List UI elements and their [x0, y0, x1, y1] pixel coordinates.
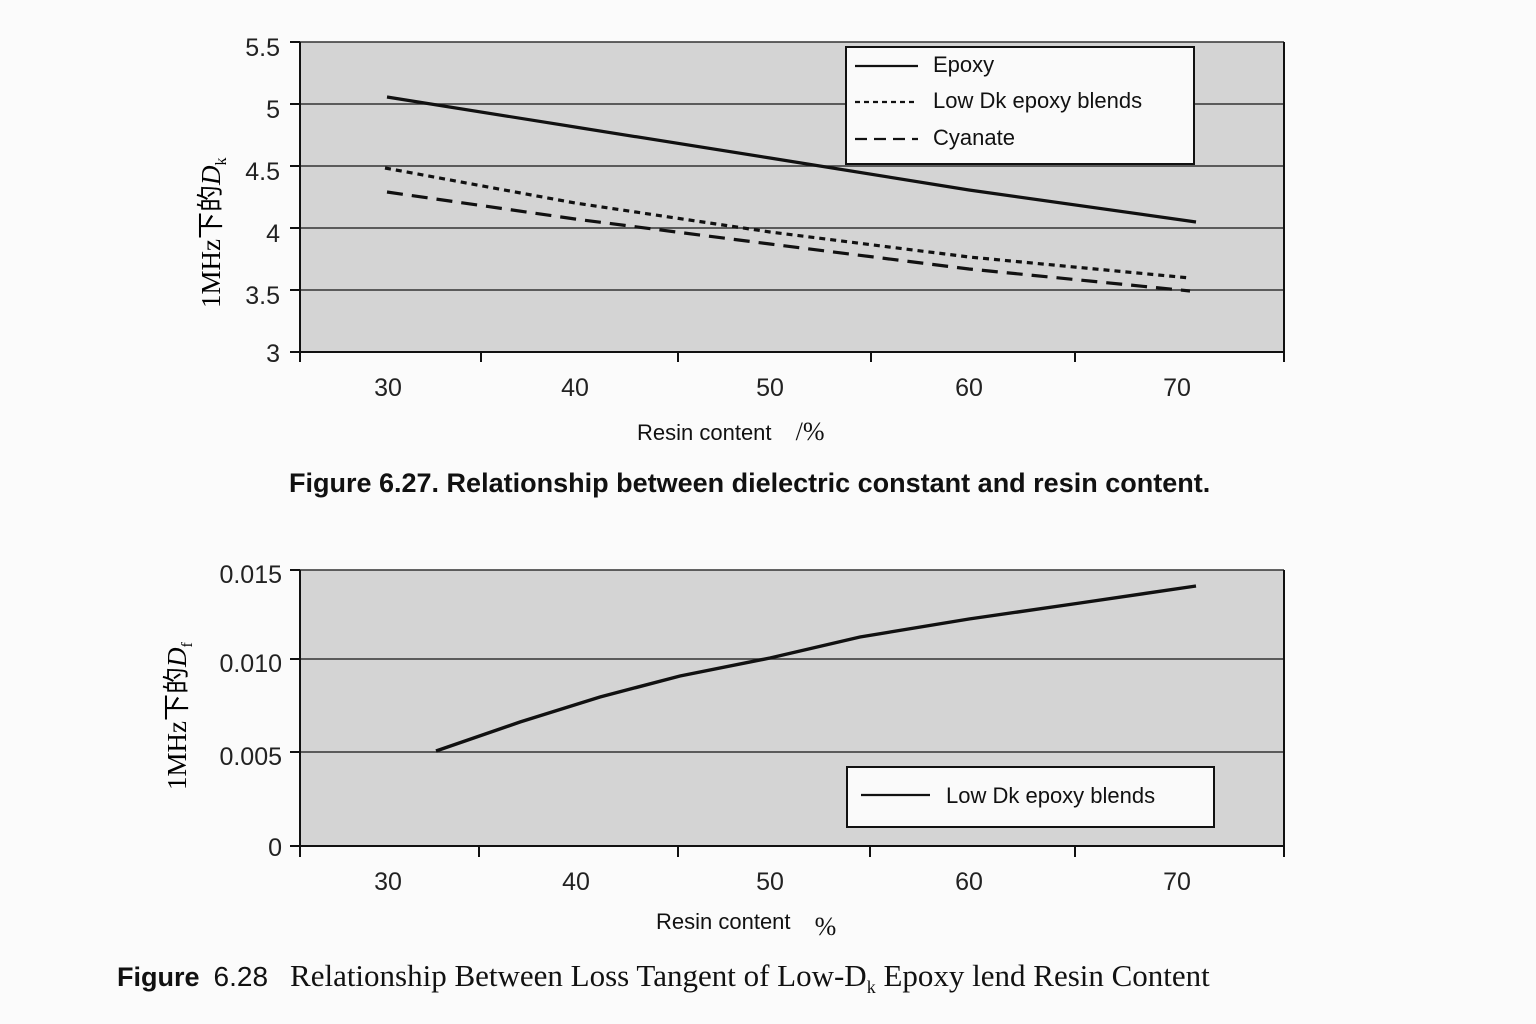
svg-text:70: 70 — [1163, 868, 1191, 896]
svg-text:60: 60 — [955, 868, 983, 896]
y-tick-labels-1: 5.5 5 4.5 4 3.5 3 — [245, 34, 280, 368]
caption-text: Relationship Between Loss Tangent of Low… — [290, 958, 1210, 998]
svg-text:0.005: 0.005 — [219, 743, 282, 771]
series-cyanate-line — [386, 190, 1191, 293]
axes-1 — [290, 41, 1285, 362]
x-axis-label-2: Resin content % — [656, 909, 836, 941]
svg-text:30: 30 — [374, 868, 402, 896]
x-axis-label-1: Resin content /% — [637, 417, 825, 446]
svg-text:4: 4 — [266, 220, 280, 248]
y-tick-labels-2: 0.015 0.010 0.005 0 — [219, 561, 282, 862]
svg-text:5.5: 5.5 — [245, 34, 280, 62]
svg-text:50: 50 — [756, 868, 784, 896]
svg-text:0.010: 0.010 — [219, 650, 282, 678]
x-tick-labels-2: 30 40 50 60 70 — [374, 868, 1191, 896]
svg-text:0: 0 — [268, 834, 282, 862]
svg-text:5: 5 — [266, 96, 280, 124]
caption-figure-word: Figure — [117, 962, 200, 992]
series-low-dk-epoxy-blends-line — [384, 166, 1191, 280]
axes-2 — [290, 569, 1285, 857]
gridlines-1 — [300, 41, 1284, 291]
x-tick-labels-1: 30 40 50 60 70 — [374, 374, 1191, 402]
gridlines-2 — [300, 569, 1284, 753]
svg-text:3.5: 3.5 — [245, 282, 280, 310]
series-low-dk-epoxy-blends-df-line — [435, 584, 1197, 753]
legend-label-epoxy: Epoxy — [933, 52, 994, 77]
svg-text:40: 40 — [561, 374, 589, 402]
svg-text:40: 40 — [562, 868, 590, 896]
legend-label-low-dk-df: Low Dk epoxy blends — [946, 783, 1155, 808]
y-axis-label-1: 1MHz下的Dk — [196, 158, 230, 309]
svg-text:70: 70 — [1163, 374, 1191, 402]
svg-text:4.5: 4.5 — [245, 158, 280, 186]
legend-2: Low Dk epoxy blends — [846, 766, 1215, 828]
svg-text:60: 60 — [955, 374, 983, 402]
legend-1: Epoxy Low Dk epoxy blends Cyanate — [845, 46, 1195, 165]
y-axis-label-2: 1MHz下的Df — [162, 642, 196, 791]
svg-text:30: 30 — [374, 374, 402, 402]
svg-text:0.015: 0.015 — [219, 561, 282, 589]
legend-label-cyanate: Cyanate — [933, 125, 1015, 150]
caption-figure-number: 6.28 — [213, 961, 269, 992]
series-epoxy-line — [386, 95, 1197, 224]
legend-label-low-dk: Low Dk epoxy blends — [933, 88, 1142, 113]
svg-text:3: 3 — [266, 340, 280, 368]
figure-6-28-caption: Figure 6.28 Relationship Between Loss Tang… — [117, 958, 1210, 998]
svg-text:50: 50 — [756, 374, 784, 402]
figure-6-27-caption: Figure 6.27. Relationship between dielec… — [289, 468, 1211, 498]
